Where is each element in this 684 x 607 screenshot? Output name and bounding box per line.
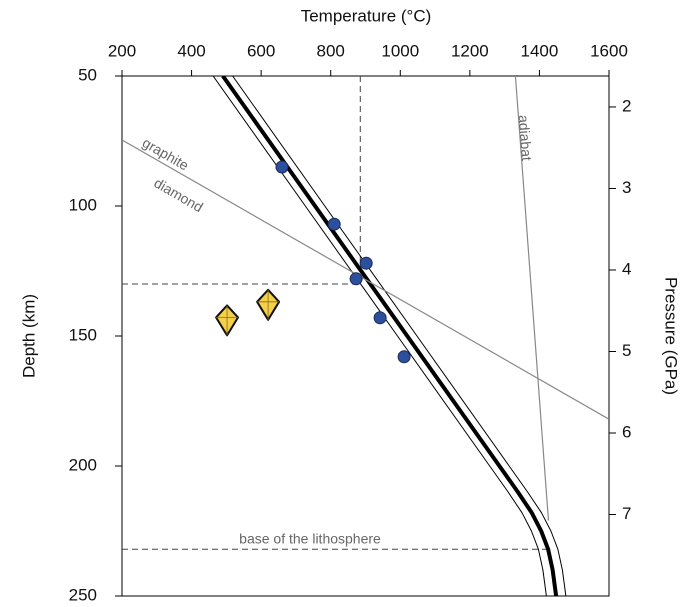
diamond-facet (257, 289, 280, 320)
x-tick-label: 400 (177, 41, 205, 60)
x-tick-label: 1200 (451, 41, 489, 60)
y2-tick-label: 6 (622, 422, 631, 441)
line (514, 76, 550, 521)
y2-tick-label: 5 (622, 341, 631, 360)
y2-axis-title: Pressure (GPa) (662, 277, 681, 395)
y2-tick-label: 2 (622, 96, 631, 115)
y-tick-label: 100 (69, 195, 97, 214)
annotation: adiabat (516, 114, 535, 161)
x-tick-label: 800 (317, 41, 345, 60)
y-axis-title: Depth (km) (19, 294, 38, 378)
line (232, 76, 567, 596)
sample-point (359, 256, 373, 270)
y2-tick-label: 4 (622, 259, 631, 278)
y-tick-label: 200 (69, 455, 97, 474)
x-tick-label: 1600 (590, 41, 628, 60)
y2-tick-label: 7 (622, 504, 631, 523)
annotation: diamond (151, 175, 206, 216)
diamond-facet (216, 305, 239, 336)
sample-point (397, 350, 411, 364)
sample-point (327, 217, 341, 231)
x-tick-label: 200 (108, 41, 136, 60)
y2-tick-label: 3 (622, 178, 631, 197)
sample-point (275, 160, 289, 174)
x-axis-title: Temperature (°C) (301, 6, 432, 25)
y-tick-label: 150 (69, 325, 97, 344)
x-tick-label: 1400 (521, 41, 559, 60)
line (212, 76, 547, 596)
sample-point (349, 272, 363, 286)
x-tick-label: 600 (247, 41, 275, 60)
y-tick-label: 250 (69, 585, 97, 604)
annotation: base of the lithosphere (239, 531, 381, 547)
y-tick-label: 50 (78, 65, 97, 84)
x-tick-label: 1000 (381, 41, 419, 60)
sample-point (373, 311, 387, 325)
line (122, 139, 609, 420)
line (221, 76, 559, 596)
